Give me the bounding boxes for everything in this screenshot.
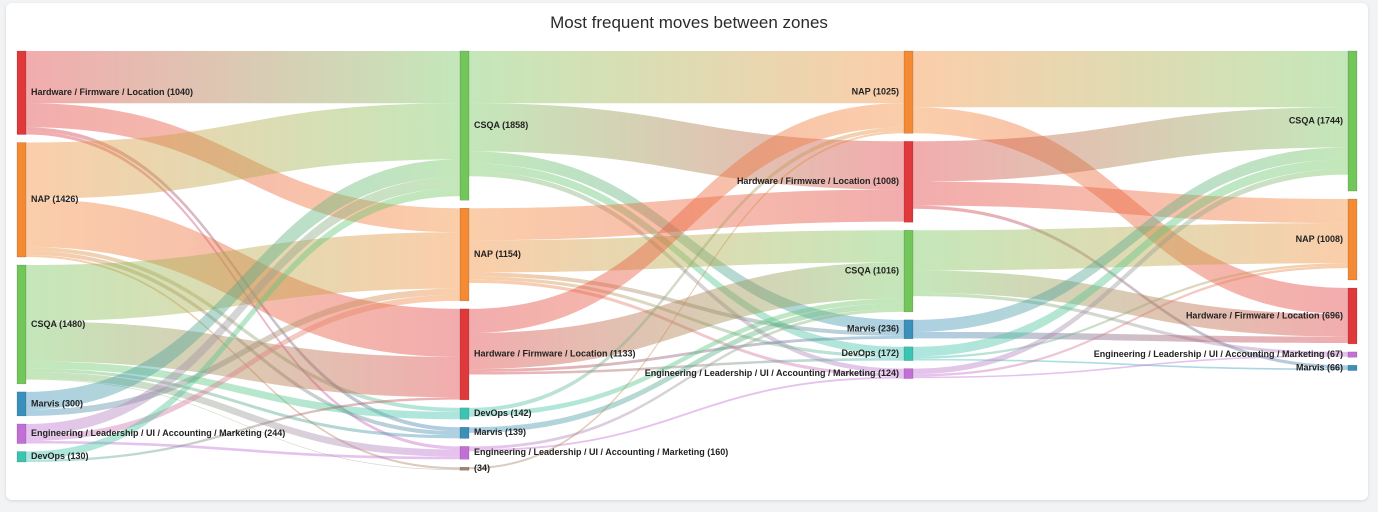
links-layer (26, 51, 1348, 470)
node-nap-col1[interactable] (459, 207, 470, 302)
node-blank-col1[interactable] (459, 467, 470, 471)
node-label-marvis-col0: Marvis (300) (31, 398, 83, 408)
node-hardware-firmware-location-col3[interactable] (1347, 287, 1358, 345)
node-hardware-firmware-location-col1[interactable] (459, 308, 470, 401)
node-nap-col2[interactable] (903, 50, 914, 134)
node-label-hardware-firmware-location-col0: Hardware / Firmware / Location (1040) (31, 87, 193, 97)
link-c0_hw-to-c1_csqa[interactable] (26, 51, 460, 104)
node-marvis-col3[interactable] (1347, 365, 1358, 371)
link-c2_csqa-to-c3_eng[interactable] (913, 292, 1348, 356)
link-c1_hw-to-c2_nap[interactable] (469, 103, 904, 333)
link-c1_marvis-to-c2_csqa[interactable] (469, 303, 904, 433)
link-c2_devops-to-c3_csqa[interactable] (913, 159, 1348, 357)
node-engineering-leadership-ui-accounting-marketing-col0[interactable] (16, 423, 27, 444)
node-label-engineering-leadership-ui-accounting-marketing-col3: Engineering / Leadership / UI / Accounti… (1094, 349, 1343, 359)
node-label-nap-col3: NAP (1008) (1296, 234, 1343, 244)
node-label-blank-col1: (34) (474, 463, 490, 473)
link-c2_eng-to-c3_csqa[interactable] (913, 169, 1348, 375)
node-hardware-firmware-location-col0[interactable] (16, 50, 27, 135)
node-label-engineering-leadership-ui-accounting-marketing-col0: Engineering / Leadership / UI / Accounti… (31, 428, 285, 438)
chart-title: Most frequent moves between zones (550, 13, 828, 32)
node-devops-col0[interactable] (16, 451, 27, 463)
link-c0_nap-to-c1_csqa[interactable] (26, 103, 460, 199)
node-label-csqa-col1: CSQA (1858) (474, 120, 528, 130)
node-label-devops-col0: DevOps (130) (31, 451, 89, 461)
node-label-csqa-col3: CSQA (1744) (1289, 115, 1343, 125)
link-c1_eng-to-c2_csqa[interactable] (469, 308, 904, 450)
link-c2_marvis-to-c3_csqa[interactable] (913, 147, 1348, 332)
node-label-engineering-leadership-ui-accounting-marketing-col1: Engineering / Leadership / UI / Accounti… (474, 447, 728, 457)
link-c2_eng-to-c3_nap[interactable] (913, 265, 1348, 377)
node-nap-col3[interactable] (1347, 198, 1358, 281)
node-label-marvis-col3: Marvis (66) (1296, 362, 1343, 372)
link-c0_eng-to-c1_eng[interactable] (26, 440, 460, 460)
link-c0_csqa-to-c1_blank[interactable] (26, 378, 460, 470)
link-c0_csqa-to-c1_devops[interactable] (26, 361, 460, 420)
link-c0_marvis-to-c1_nap[interactable] (26, 288, 460, 416)
node-label-csqa-col2: CSQA (1016) (845, 265, 899, 275)
link-c2_devops-to-c3_nap[interactable] (913, 263, 1348, 359)
link-c1_nap-to-c2_csqa[interactable] (469, 230, 904, 273)
link-c1_blank-to-c2_nap[interactable] (469, 131, 904, 470)
link-c1_hw-to-c2_marvis[interactable] (469, 335, 904, 372)
link-c1_hw-to-c2_csqa[interactable] (469, 262, 904, 370)
link-c0_nap-to-c1_devops[interactable] (26, 246, 460, 412)
link-c1_csqa-to-c2_eng[interactable] (469, 171, 904, 374)
node-label-nap-col0: NAP (1426) (31, 194, 78, 204)
node-label-devops-col1: DevOps (142) (474, 408, 532, 418)
link-c1_devops-to-c2_nap[interactable] (469, 127, 904, 412)
link-c0_eng-to-c1_csqa[interactable] (26, 177, 460, 436)
link-c2_hw-to-c3_nap[interactable] (913, 181, 1348, 224)
link-c1_csqa-to-c2_nap[interactable] (469, 51, 904, 104)
link-c2_csqa-to-c3_hw[interactable] (913, 270, 1348, 337)
link-c2_eng-to-c3_eng[interactable] (913, 355, 1348, 379)
link-c0_csqa-to-c1_hw[interactable] (26, 321, 460, 398)
node-label-hardware-firmware-location-col1: Hardware / Firmware / Location (1133) (474, 349, 636, 359)
link-c0_csqa-to-c1_marvis[interactable] (26, 368, 460, 439)
link-c0_devops-to-c1_hw[interactable] (26, 397, 460, 462)
node-label-csqa-col0: CSQA (1480) (31, 319, 85, 329)
node-label-hardware-firmware-location-col3: Hardware / Firmware / Location (696) (1186, 310, 1343, 320)
labels-layer: Hardware / Firmware / Location (1040) NAP… (31, 87, 1343, 474)
node-label-devops-col2: DevOps (172) (841, 348, 899, 358)
node-devops-col2[interactable] (903, 346, 914, 361)
node-label-engineering-leadership-ui-accounting-marketing-col2: Engineering / Leadership / UI / Accounti… (645, 368, 899, 378)
node-csqa-col2[interactable] (903, 230, 914, 313)
nodes-layer (16, 50, 1358, 471)
node-hardware-firmware-location-col2[interactable] (903, 141, 914, 223)
node-engineering-leadership-ui-accounting-marketing-col1[interactable] (459, 446, 470, 460)
node-engineering-leadership-ui-accounting-marketing-col2[interactable] (903, 368, 914, 379)
link-c2_devops-to-c3_marvis[interactable] (913, 358, 1348, 371)
node-label-nap-col2: NAP (1025) (852, 87, 899, 97)
link-c0_csqa-to-c1_eng[interactable] (26, 371, 460, 457)
link-c0_eng-to-c1_nap[interactable] (26, 294, 460, 441)
node-label-hardware-firmware-location-col2: Hardware / Firmware / Location (1008) (737, 176, 899, 186)
node-marvis-col0[interactable] (16, 391, 27, 417)
node-devops-col1[interactable] (459, 407, 470, 420)
node-marvis-col1[interactable] (459, 427, 470, 439)
link-c2_hw-to-c3_marvis[interactable] (913, 205, 1348, 369)
link-c2_csqa-to-c3_nap[interactable] (913, 223, 1348, 271)
node-csqa-col1[interactable] (459, 50, 470, 201)
node-nap-col0[interactable] (16, 142, 27, 258)
node-csqa-col3[interactable] (1347, 50, 1358, 192)
link-c0_devops-to-c1_csqa[interactable] (26, 188, 460, 460)
node-label-nap-col1: NAP (1154) (474, 249, 521, 259)
link-c2_hw-to-c3_csqa[interactable] (913, 107, 1348, 182)
link-c2_nap-to-c3_csqa[interactable] (913, 51, 1348, 108)
link-c0_marvis-to-c1_csqa[interactable] (26, 159, 460, 410)
node-label-marvis-col1: Marvis (139) (474, 427, 526, 437)
node-csqa-col0[interactable] (16, 264, 27, 385)
link-c1_devops-to-c2_csqa[interactable] (469, 298, 904, 417)
node-engineering-leadership-ui-accounting-marketing-col3[interactable] (1347, 351, 1358, 358)
node-label-marvis-col2: Marvis (236) (847, 324, 899, 334)
link-c1_eng-to-c2_eng[interactable] (469, 376, 904, 452)
node-marvis-col2[interactable] (903, 319, 914, 340)
